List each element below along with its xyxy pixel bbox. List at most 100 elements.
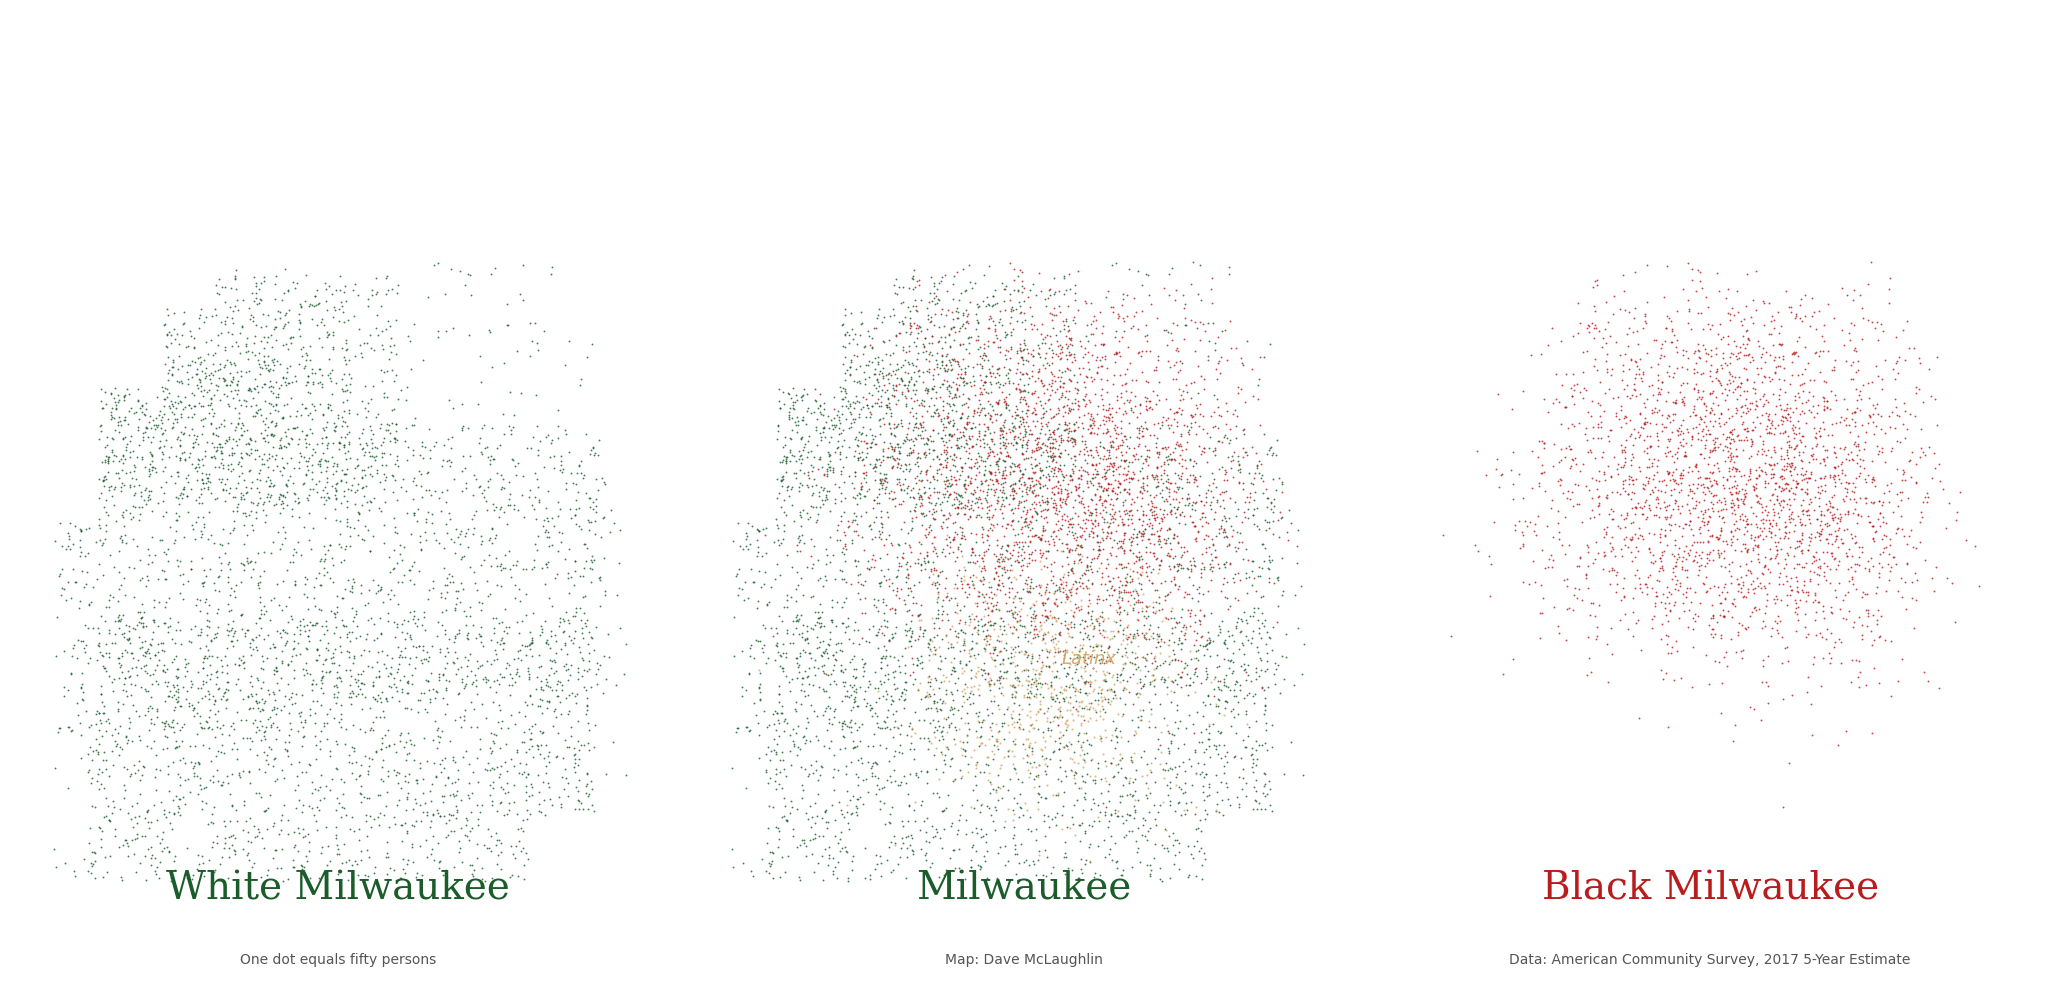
Point [997, 641, 1030, 657]
Point [129, 618, 162, 634]
Point [909, 351, 942, 367]
Point [862, 307, 895, 323]
Point [909, 382, 942, 398]
Point [1032, 429, 1065, 445]
Point [377, 373, 410, 389]
Point [983, 379, 1016, 395]
Point [532, 640, 565, 656]
Point [532, 693, 565, 710]
Point [1661, 304, 1694, 320]
Point [328, 437, 360, 453]
Point [1659, 555, 1692, 571]
Point [567, 652, 600, 668]
Point [901, 325, 934, 341]
Point [524, 697, 557, 714]
Point [1808, 393, 1841, 409]
Point [1640, 507, 1673, 523]
Point [1526, 605, 1559, 621]
Point [104, 478, 137, 494]
Point [930, 580, 963, 596]
Point [154, 872, 186, 888]
Point [1114, 575, 1147, 591]
Point [893, 718, 926, 734]
Point [895, 371, 928, 387]
Point [1812, 500, 1845, 517]
Point [1741, 488, 1774, 505]
Point [1044, 576, 1077, 592]
Point [51, 780, 84, 796]
Point [977, 706, 1010, 722]
Point [145, 478, 178, 494]
Point [340, 771, 373, 787]
Point [905, 654, 938, 670]
Point [1112, 511, 1145, 527]
Point [1757, 485, 1790, 501]
Point [465, 695, 498, 712]
Point [795, 478, 827, 494]
Point [1083, 542, 1116, 558]
Point [381, 346, 414, 362]
Point [1626, 528, 1659, 544]
Point [963, 396, 995, 412]
Point [160, 448, 193, 464]
Point [1782, 413, 1815, 429]
Point [778, 736, 811, 752]
Point [856, 768, 889, 784]
Point [1597, 502, 1630, 519]
Point [838, 411, 870, 427]
Point [899, 303, 932, 319]
Point [864, 454, 897, 470]
Point [1120, 549, 1153, 565]
Point [209, 314, 242, 330]
Point [143, 854, 176, 870]
Point [326, 706, 358, 722]
Point [283, 777, 315, 793]
Point [971, 385, 1004, 401]
Point [248, 729, 281, 745]
Point [481, 510, 514, 526]
Point [1190, 666, 1223, 682]
Point [1257, 676, 1290, 692]
Point [418, 732, 451, 748]
Point [1124, 549, 1157, 565]
Point [907, 393, 940, 409]
Point [961, 499, 993, 516]
Point [391, 791, 424, 807]
Point [1038, 534, 1071, 550]
Point [1837, 404, 1870, 420]
Point [825, 544, 858, 560]
Point [1206, 522, 1239, 538]
Point [1141, 388, 1174, 404]
Point [1108, 502, 1141, 519]
Point [252, 433, 285, 449]
Point [1096, 511, 1128, 527]
Point [1208, 521, 1241, 537]
Point [500, 467, 532, 483]
Point [1065, 709, 1098, 725]
Point [836, 514, 868, 530]
Point [1798, 501, 1831, 518]
Point [948, 396, 981, 412]
Point [485, 794, 518, 810]
Point [754, 856, 786, 872]
Point [1821, 557, 1853, 573]
Point [313, 782, 346, 798]
Point [446, 708, 479, 724]
Point [240, 692, 272, 709]
Point [846, 651, 879, 667]
Point [770, 622, 803, 638]
Point [520, 542, 553, 558]
Point [229, 508, 262, 524]
Point [1063, 443, 1096, 459]
Point [512, 488, 545, 505]
Point [299, 715, 332, 731]
Point [895, 481, 928, 497]
Point [1063, 649, 1096, 665]
Point [1671, 375, 1704, 391]
Point [969, 713, 1001, 729]
Point [1042, 400, 1075, 416]
Point [891, 849, 924, 865]
Point [1575, 470, 1608, 486]
Point [565, 465, 598, 481]
Point [1241, 600, 1274, 616]
